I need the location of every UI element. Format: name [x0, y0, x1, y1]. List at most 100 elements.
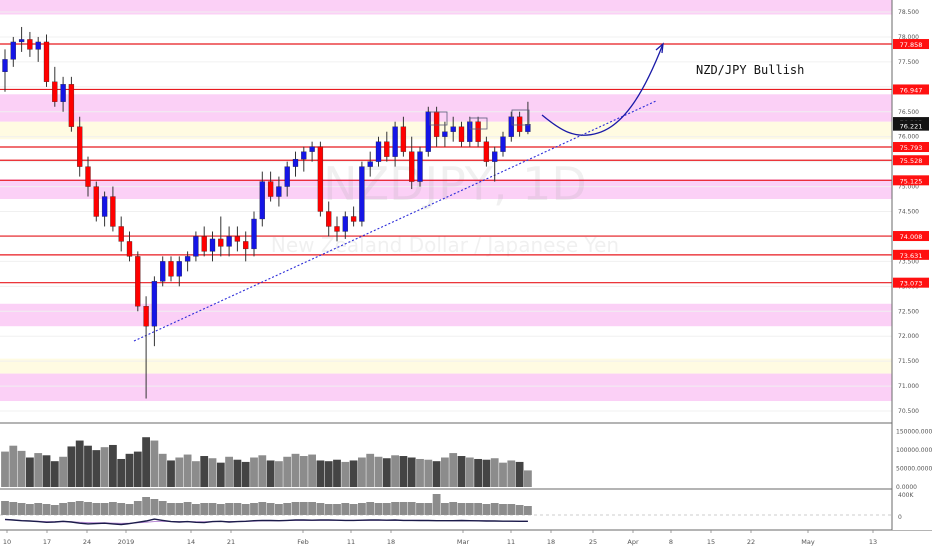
candle-up: [284, 166, 290, 187]
price-tick-label: 78.500: [898, 9, 919, 16]
volume-bar: [316, 460, 325, 487]
candle-down: [334, 226, 340, 232]
candle-down: [77, 126, 83, 167]
candle-up: [292, 158, 299, 167]
volume-bar: [1, 451, 9, 487]
price-tick-label: 76.500: [898, 109, 919, 116]
volume-bar: [382, 458, 391, 487]
candle-up: [367, 161, 373, 167]
volume-bar: [258, 455, 267, 487]
volume-bar: [50, 461, 59, 487]
indicator-bar: [17, 503, 26, 515]
candle-up: [301, 151, 307, 160]
indicator-bar: [200, 503, 209, 515]
candle-down: [68, 84, 75, 127]
price-tag: [893, 249, 929, 260]
candle-down: [326, 211, 332, 227]
volume-bar: [524, 470, 532, 487]
time-scale[interactable]: 10 17 24 2019 14 21 Feb 11 18 Mar 11 18 25 Apr 8 15 22 Ma…: [3, 530, 877, 546]
price-tag: [893, 39, 929, 50]
indicator-bar: [308, 502, 316, 515]
watermark-symbol: NZDJPY, 1D: [323, 157, 587, 211]
volume-bar: [250, 457, 258, 487]
candle-down: [243, 241, 249, 250]
volume-bar: [324, 461, 333, 487]
candle-up: [176, 261, 182, 277]
indicator-bar: [233, 503, 242, 515]
volume-bar: [391, 455, 399, 487]
indicator-scale: 400K 0: [898, 492, 914, 521]
volume-tick-label: 150000.0000: [896, 429, 932, 436]
indicator-bar: [366, 502, 375, 515]
volume-bar: [175, 457, 184, 487]
volume-bar: [109, 444, 117, 487]
resistance-lines: [0, 43, 892, 284]
price-tag-label: 74.008: [900, 233, 923, 241]
candle-down: [317, 146, 324, 212]
indicator-bar: [100, 503, 109, 515]
time-tick-label: Apr: [627, 538, 639, 546]
price-tag-label: 73.631: [900, 252, 923, 260]
indicator-bar: [92, 503, 101, 515]
volume-bar: [291, 453, 300, 487]
volume-bar: [158, 453, 167, 487]
candle-down: [110, 196, 116, 227]
candle-up: [101, 196, 108, 217]
volume-bar: [150, 440, 159, 487]
volume-bar: [474, 458, 482, 487]
highlight-box: [469, 117, 488, 130]
volume-bar: [133, 451, 142, 487]
candle-up: [151, 281, 158, 327]
indicator-bar: [50, 505, 59, 515]
projection-arrow-path: [541, 43, 664, 136]
volume-bar: [34, 453, 43, 487]
chart-annotation-title: NZD/JPY Bullish: [696, 63, 804, 77]
volume-tick-label: 50000.0000: [896, 466, 932, 473]
volume-bar: [308, 454, 316, 487]
price-tick-label: 78.000: [898, 34, 919, 41]
indicator-bar: [241, 504, 250, 515]
indicator-bar: [457, 503, 466, 515]
price-tick-label: 70.500: [898, 408, 919, 415]
candle-up: [500, 136, 506, 152]
indicator-bar: [34, 503, 43, 515]
candle-up: [35, 41, 41, 50]
price-tags: 77.858 76.947 75.793 75.528 75.125 74.008 73.6…: [893, 39, 929, 288]
candle-down: [409, 151, 415, 182]
volume-bar: [499, 462, 507, 487]
indicator-bar: [9, 502, 18, 515]
price-tick-label: 73.500: [898, 258, 919, 265]
indicator-bar: [382, 503, 391, 515]
price-tag: [893, 155, 929, 166]
candle-down: [43, 41, 50, 82]
indicator-bar: [507, 504, 516, 515]
candle-down: [475, 121, 481, 142]
indicator-bar: [424, 503, 433, 515]
price-tick-label: 76.000: [898, 134, 919, 141]
indicator-bar: [67, 502, 76, 515]
volume-bar: [192, 461, 200, 487]
highlight-box: [511, 109, 530, 126]
zone-pink: [0, 303, 892, 327]
price-tag-label: 77.858: [900, 41, 923, 49]
candle-up: [193, 236, 199, 257]
candle-down: [218, 238, 224, 247]
indicator-bar: [42, 504, 51, 515]
price-tag-label: 75.528: [900, 157, 923, 165]
indicator-bar: [283, 503, 292, 515]
candle-down: [384, 141, 390, 157]
candles-layer: [2, 26, 531, 399]
volume-bar: [125, 453, 134, 487]
indicator-bar: [299, 502, 308, 515]
volume-bar: [42, 455, 51, 487]
time-tick-label: 22: [747, 538, 755, 546]
candle-up: [18, 39, 25, 43]
volume-bar: [349, 460, 358, 487]
volume-bar: [275, 461, 283, 487]
candle-up: [450, 126, 456, 132]
indicator-bar: [1, 501, 9, 515]
candle-up: [417, 151, 423, 182]
price-tick-label: 71.500: [898, 358, 919, 365]
indicator-tick-label: 0: [898, 514, 902, 521]
